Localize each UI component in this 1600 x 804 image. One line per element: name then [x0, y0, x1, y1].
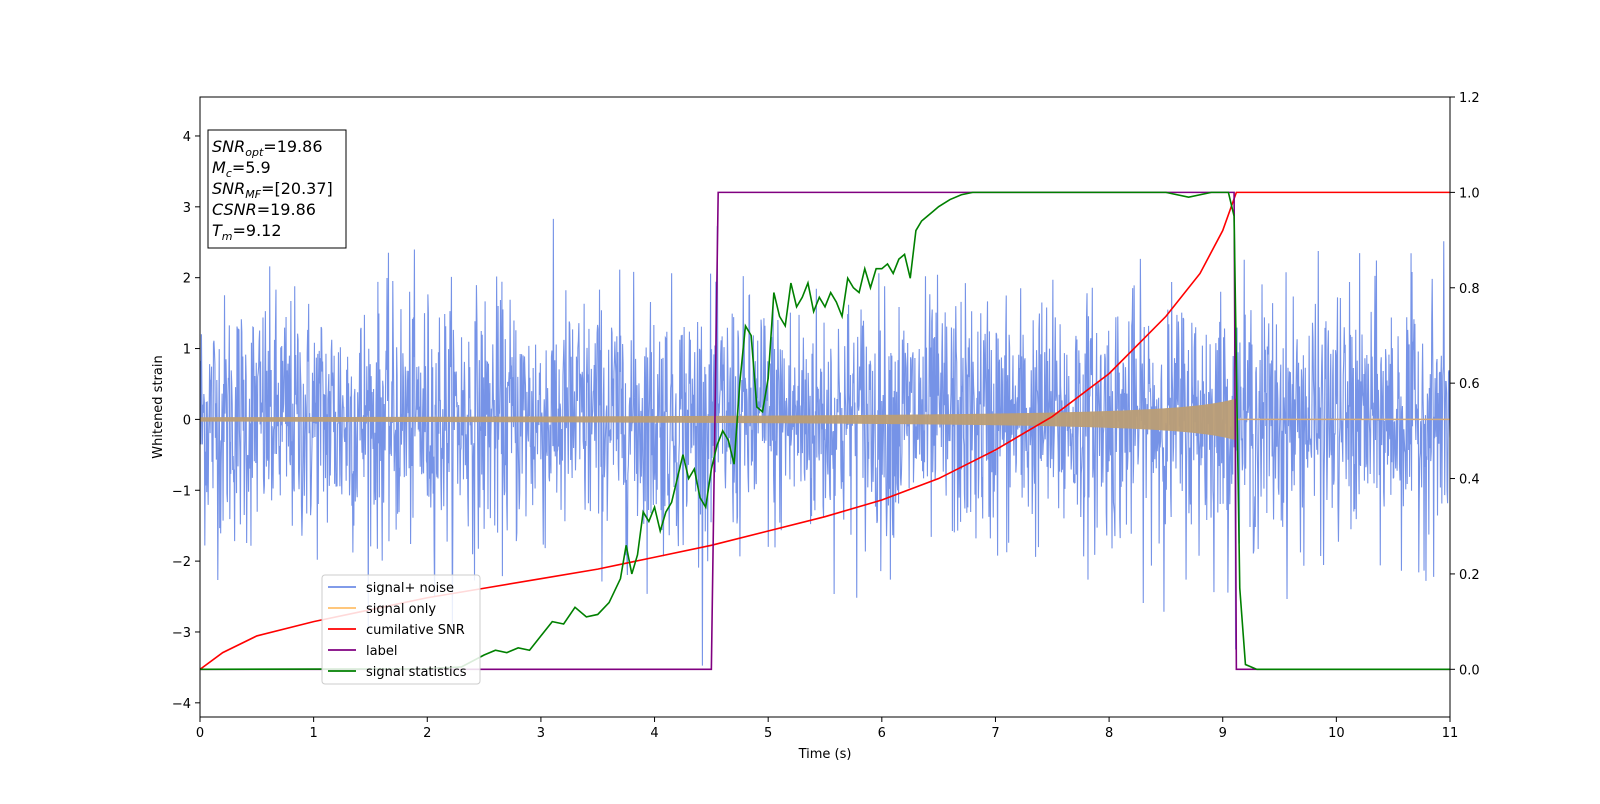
x-tick-label: 4 — [650, 726, 658, 741]
legend-label: signal+ noise — [366, 581, 454, 596]
x-tick-label: 3 — [537, 726, 545, 741]
y-tick-label-right: 0.4 — [1459, 473, 1480, 488]
info-box-line: CSNR=19.86 — [212, 200, 316, 219]
y-axis-left: 4 3 2 1 0 −1 −2 −3 −4 — [172, 130, 200, 712]
x-tick-label: 9 — [1219, 726, 1227, 741]
y-tick-label-left: −3 — [172, 626, 191, 641]
y-tick-label-right: 0.0 — [1459, 663, 1480, 678]
y-tick-label-left: −1 — [172, 484, 191, 499]
plot-frame — [199, 96, 1451, 718]
x-tick-label: 11 — [1442, 726, 1459, 741]
y-tick-label-left: 4 — [183, 130, 191, 145]
legend-label: label — [366, 644, 397, 659]
x-tick-label: 10 — [1328, 726, 1345, 741]
y-tick-label-left: −2 — [172, 555, 191, 570]
x-tick-label: 6 — [878, 726, 886, 741]
y-tick-label-right: 1.2 — [1459, 91, 1480, 106]
info-box-line: Tm=9.12 — [212, 221, 282, 243]
y-axis-right: 1.2 1.0 0.8 0.6 0.4 0.2 0.0 — [1450, 91, 1480, 678]
series-line-signal-statistics — [200, 191, 1450, 671]
series-line-signal-noise — [200, 218, 1450, 666]
x-tick-label: 7 — [991, 726, 999, 741]
x-axis: 0 1 2 3 4 5 6 7 8 9 10 11 — [196, 717, 1458, 741]
legend-label: signal only — [366, 602, 436, 617]
y-tick-label-right: 0.2 — [1459, 568, 1480, 583]
info-box-line: SNRopt=19.86 — [212, 137, 323, 159]
y-tick-label-left: 3 — [183, 201, 191, 216]
y-tick-label-right: 0.6 — [1459, 377, 1480, 392]
info-box-line: SNRMF=[20.37] — [212, 179, 333, 201]
info-box-line: Mc=5.9 — [212, 158, 271, 180]
legend-frame — [321, 574, 481, 685]
x-tick-label: 8 — [1105, 726, 1113, 741]
legend-label: cumilative SNR — [366, 623, 465, 638]
x-tick-label: 1 — [309, 726, 317, 741]
info-box-frame — [207, 129, 347, 249]
legend: signal+ noise signal only cumilative SNR la… — [321, 574, 481, 685]
x-tick-label: 0 — [196, 726, 204, 741]
y-tick-label-left: −4 — [172, 697, 191, 712]
y-tick-label-left: 2 — [183, 272, 191, 287]
y-axis-label: Whitened strain — [151, 355, 166, 458]
x-tick-label: 5 — [764, 726, 772, 741]
legend-label: signal statistics — [366, 665, 467, 680]
info-box: SNRopt=19.86Mc=5.9SNRMF=[20.37]CSNR=19.8… — [207, 129, 347, 249]
y-tick-label-right: 0.8 — [1459, 282, 1480, 297]
y-tick-label-left: 0 — [183, 413, 191, 428]
y-tick-label-left: 1 — [183, 343, 191, 358]
x-axis-label: Time (s) — [798, 747, 852, 762]
series-area-signal-only — [200, 398, 1237, 441]
y-tick-label-right: 1.0 — [1459, 186, 1480, 201]
x-tick-label: 2 — [423, 726, 431, 741]
